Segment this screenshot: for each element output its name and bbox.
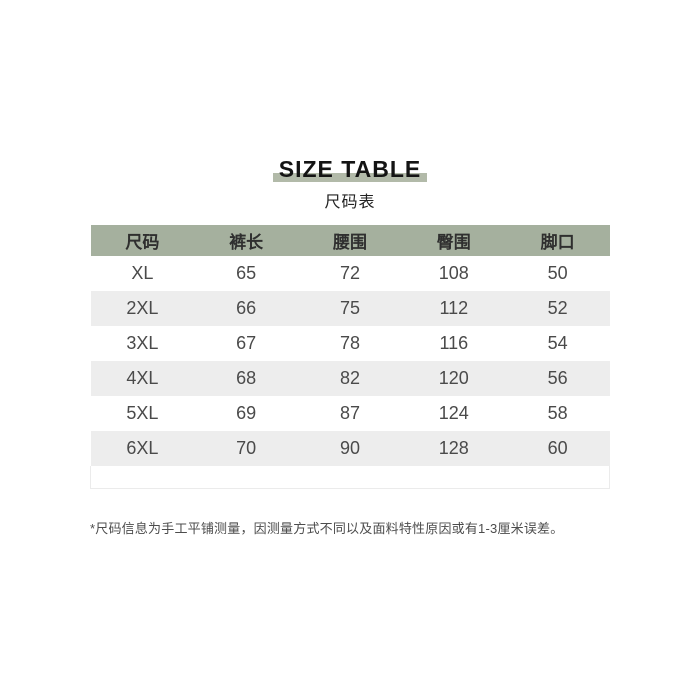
waist-cell: 82: [339, 368, 360, 389]
title-accent-bar: [272, 173, 428, 183]
hip-cell: 124: [438, 403, 469, 424]
table-row: 2XL 66 75 112 52: [90, 291, 610, 327]
column-header-waist: 腰围: [298, 225, 402, 257]
waist-cell: 72: [339, 263, 360, 284]
size-table-header-row: 尺码 裤长 腰围 臀围 脚口: [90, 225, 610, 257]
column-header-hip: 臀围: [401, 225, 506, 257]
pants-length-cell: 65: [236, 263, 257, 284]
hip-cell: 128: [438, 438, 469, 459]
size-cell: XL: [131, 263, 154, 284]
table-row: 5XL 69 87 124 58: [91, 396, 610, 431]
pants-length-cell: 67: [236, 333, 257, 354]
table-row: 6XL 70 90 128 60: [90, 431, 610, 467]
size-table-head: 尺码 裤长 腰围 臀围 脚口: [90, 225, 610, 257]
waist-cell: 75: [339, 298, 360, 319]
table-row: 3XL 67 78 116 54: [91, 326, 610, 361]
table-row: 4XL 68 82 120 56: [90, 361, 610, 397]
hip-cell: 116: [439, 333, 469, 354]
leg-opening-cell: 52: [547, 298, 568, 319]
leg-opening-cell: 54: [547, 333, 568, 354]
leg-opening-cell: 60: [547, 438, 568, 459]
leg-opening-cell: 50: [547, 263, 568, 284]
waist-cell: 87: [339, 403, 360, 424]
title-section: SIZE TABLE 尺码表: [0, 156, 700, 212]
column-header-pants-length: 裤长: [194, 225, 299, 257]
leg-opening-cell: 58: [547, 403, 568, 424]
page-title: SIZE TABLE: [272, 156, 428, 183]
size-cell: 2XL: [126, 298, 159, 319]
page-subtitle: 尺码表: [324, 194, 376, 212]
leg-opening-cell: 56: [547, 368, 568, 389]
pants-length-cell: 66: [236, 298, 257, 319]
pants-length-cell: 69: [236, 403, 257, 424]
pants-length-cell: 68: [236, 368, 257, 389]
table-row: XL 65 72 108 50: [91, 256, 610, 291]
size-cell: 5XL: [126, 403, 159, 424]
waist-cell: 78: [339, 333, 360, 354]
size-cell: 4XL: [126, 368, 159, 389]
size-table: 尺码 裤长 腰围 臀围 脚口 XL 65 72 108 50 2XL 66 75…: [90, 225, 610, 489]
empty-cell: [90, 466, 610, 489]
empty-row: [90, 466, 610, 489]
hip-cell: 120: [438, 368, 469, 389]
size-cell: 6XL: [126, 438, 159, 459]
column-header-size: 尺码: [90, 225, 195, 257]
column-header-leg-opening: 脚口: [505, 225, 610, 257]
hip-cell: 108: [438, 263, 469, 284]
size-cell: 3XL: [126, 333, 159, 354]
measurement-disclaimer: *尺码信息为手工平铺测量，因测量方式不同以及面料特性原因或有1-3厘米误差。: [90, 520, 564, 536]
pants-length-cell: 70: [236, 438, 257, 459]
waist-cell: 90: [339, 438, 360, 459]
hip-cell: 112: [439, 298, 469, 319]
size-table-body: XL 65 72 108 50 2XL 66 75 112 52 3XL 67 …: [90, 256, 610, 489]
page-title-text: SIZE TABLE: [278, 156, 422, 182]
